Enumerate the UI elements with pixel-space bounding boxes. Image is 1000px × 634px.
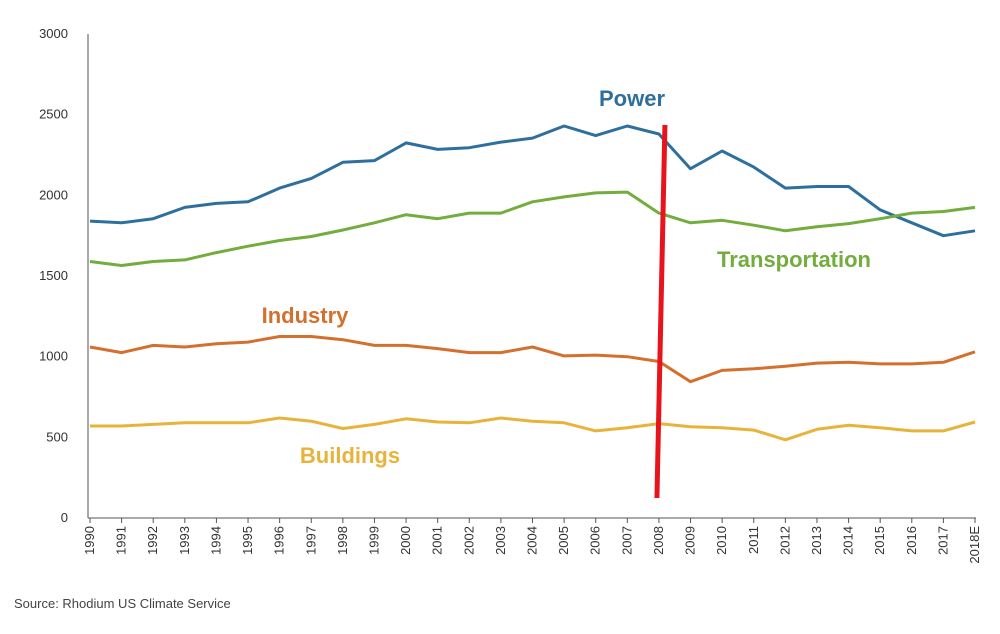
x-tick-label: 1998 (335, 526, 350, 555)
x-tick-label: 2018E (967, 526, 982, 564)
x-tick-label: 2005 (556, 526, 571, 555)
x-tick-label: 2012 (777, 526, 792, 555)
y-tick-label: 0 (61, 510, 68, 525)
x-tick-label: 2000 (398, 526, 413, 555)
marker-line-red (654, 124, 668, 499)
x-tick-label: 2007 (619, 526, 634, 555)
x-tick-label: 2013 (809, 526, 824, 555)
x-tick-label: 2001 (430, 526, 445, 555)
series-line-transportation (89, 190, 976, 267)
series-line-buildings (90, 416, 976, 442)
x-tick-label: 1995 (240, 526, 255, 555)
x-tick-label: 2004 (525, 526, 540, 555)
source-note: Source: Rhodium US Climate Service (14, 596, 231, 611)
x-tick-label: 1997 (303, 526, 318, 555)
x-tick-label: 1999 (366, 526, 381, 555)
x-tick-label: 2006 (588, 526, 603, 555)
y-tick-label: 500 (46, 429, 68, 444)
x-tick-label: 1991 (114, 526, 129, 555)
y-tick-label: 2000 (39, 187, 68, 202)
y-tick-label: 2500 (39, 107, 68, 122)
x-tick-label: 1990 (82, 526, 97, 555)
y-tick-label: 1500 (39, 268, 68, 283)
series-line-power (89, 124, 976, 238)
series-label-power: Power (599, 86, 665, 111)
x-tick-label: 2016 (904, 526, 919, 555)
series-label-transportation: Transportation (717, 247, 871, 272)
x-tick-label: 1996 (272, 526, 287, 555)
x-tick-label: 1992 (145, 526, 160, 555)
x-tick-label: 2002 (461, 526, 476, 555)
series-label-industry: Industry (262, 303, 350, 328)
x-tick-label: 2008 (651, 526, 666, 555)
x-tick-label: 1993 (177, 526, 192, 555)
x-tick-label: 2003 (493, 526, 508, 555)
series-line-industry (89, 335, 976, 384)
x-tick-label: 2015 (872, 526, 887, 555)
y-tick-label: 3000 (39, 26, 68, 41)
x-tick-label: 2011 (746, 526, 761, 554)
x-tick-label: 2017 (935, 526, 950, 555)
y-tick-label: 1000 (39, 349, 68, 364)
x-tick-label: 2010 (714, 526, 729, 555)
series-label-buildings: Buildings (300, 443, 400, 468)
x-tick-label: 2009 (683, 526, 698, 555)
x-tick-label: 1994 (208, 526, 223, 555)
x-tick-label: 2014 (841, 526, 856, 555)
